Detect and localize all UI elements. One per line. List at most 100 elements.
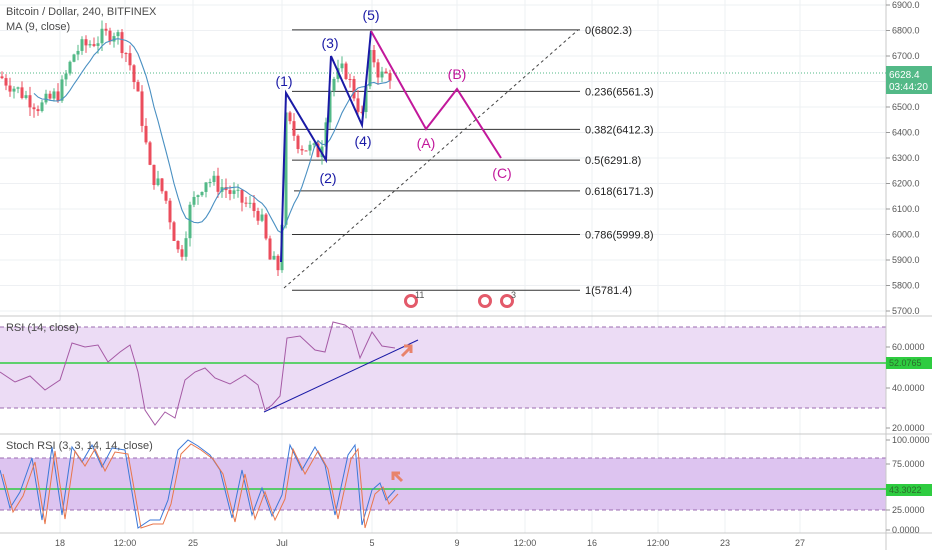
candle-body — [384, 71, 388, 74]
stoch-tick-label: 100.0000 — [892, 435, 930, 445]
fib-level-label: 0(6802.3) — [585, 25, 632, 37]
stoch-tick-label: 0.0000 — [892, 525, 920, 535]
candle-body — [44, 93, 48, 103]
candle-body — [16, 87, 20, 89]
price-tick-label: 6200.0 — [892, 179, 920, 189]
wave-label: (5) — [362, 7, 379, 23]
price-tick-label: 6100.0 — [892, 204, 920, 214]
candle-body — [152, 164, 156, 186]
candle-body — [192, 196, 196, 205]
stoch-band — [0, 458, 886, 510]
candle-body — [232, 190, 236, 194]
candle-body — [312, 143, 316, 145]
candle-body — [76, 50, 80, 55]
x-tick-label: 12:00 — [114, 538, 137, 548]
stoch-badge-value: 43.3022 — [889, 485, 922, 495]
candle-body — [144, 125, 148, 143]
candle-body — [40, 102, 44, 112]
candle-body — [360, 111, 364, 113]
x-tick-label: 12:00 — [647, 538, 670, 548]
rsi-tick-label: 20.0000 — [892, 423, 925, 433]
candle-body — [92, 44, 96, 46]
candle-body — [372, 50, 376, 63]
candle-body — [340, 63, 344, 69]
candle-body — [236, 189, 240, 191]
candle-body — [12, 88, 16, 92]
rsi-tick-label: 60.0000 — [892, 342, 925, 352]
symbol-title: Bitcoin / Dollar, 240, BITFINEX — [6, 6, 157, 18]
candle-body — [184, 238, 188, 257]
event-icon-1[interactable]: 11 — [404, 290, 424, 308]
candle-body — [228, 190, 232, 194]
price-tick-label: 5700.0 — [892, 306, 920, 316]
stoch-d-line — [2, 443, 399, 529]
x-tick-label: 18 — [55, 538, 65, 548]
candle-body — [296, 135, 300, 150]
fib-level-label: 0.236(6561.3) — [585, 86, 654, 98]
candle-body — [112, 36, 116, 42]
candle-body — [68, 61, 72, 74]
candle-body — [344, 63, 348, 79]
wave-label: (2) — [319, 170, 336, 186]
candle-body — [292, 121, 296, 136]
candle-body — [244, 202, 248, 204]
price-tick-label: 6000.0 — [892, 230, 920, 240]
candle-body — [256, 211, 260, 221]
price-tick-label: 6300.0 — [892, 153, 920, 163]
wave-label: (3) — [321, 35, 338, 51]
candle-body — [272, 255, 276, 260]
candle-body — [264, 214, 268, 239]
stoch-arrow-icon — [391, 471, 404, 483]
candle-body — [136, 82, 140, 92]
candle-body — [88, 44, 92, 46]
x-tick-label: 12:00 — [514, 538, 537, 548]
candle-body — [288, 112, 292, 122]
price-badge-countdown: 03:44:20 — [889, 82, 928, 93]
candle-body — [240, 189, 244, 203]
event-icon-3[interactable]: 3 — [500, 290, 516, 308]
stoch-tick-label: 75.0000 — [892, 459, 925, 469]
candle-body — [36, 109, 40, 112]
wave-label: (B) — [448, 66, 467, 82]
candle-body — [116, 32, 120, 37]
price-tick-label: 5900.0 — [892, 255, 920, 265]
candle-body — [72, 54, 76, 62]
rsi-arrow-icon — [400, 344, 413, 358]
candle-body — [380, 71, 384, 78]
candle-body — [284, 112, 288, 225]
price-tick-label: 5800.0 — [892, 281, 920, 291]
impulse-wave[interactable] — [280, 30, 372, 263]
candle-body — [300, 149, 304, 151]
event-icon-2[interactable] — [478, 294, 492, 308]
candle-body — [376, 62, 380, 78]
candle-body — [176, 240, 180, 250]
wave-label: (4) — [354, 133, 371, 149]
candle-body — [304, 150, 308, 152]
candle-body — [316, 143, 320, 158]
candle-body — [132, 65, 136, 83]
fib-level-label: 0.618(6171.3) — [585, 186, 654, 198]
candle-body — [216, 175, 220, 192]
fib-level-label: 0.5(6291.8) — [585, 155, 641, 167]
candle-body — [140, 91, 144, 126]
price-tick-label: 6500.0 — [892, 102, 920, 112]
candle-body — [204, 182, 208, 192]
candle-body — [364, 86, 368, 113]
candle-body — [328, 90, 332, 123]
candle-body — [156, 178, 160, 186]
x-tick-label: 25 — [188, 538, 198, 548]
rsi-trend-line[interactable] — [263, 339, 419, 413]
fib-retracement[interactable]: 0(6802.3) 0.236(6561.3) 0.382(6412.3) 0.5(6… — [292, 25, 654, 297]
candle-body — [248, 202, 252, 204]
candle-body — [200, 191, 204, 196]
candle-body — [324, 122, 328, 147]
corrective-wave[interactable] — [370, 30, 502, 159]
candle-body — [332, 78, 336, 91]
price-tick-label: 6800.0 — [892, 26, 920, 36]
stoch-k-line — [0, 439, 396, 529]
rsi-badge: 52.0765 — [886, 357, 932, 369]
x-tick-label: 9 — [454, 538, 459, 548]
candle-body — [20, 87, 24, 98]
candle-body — [172, 222, 176, 241]
